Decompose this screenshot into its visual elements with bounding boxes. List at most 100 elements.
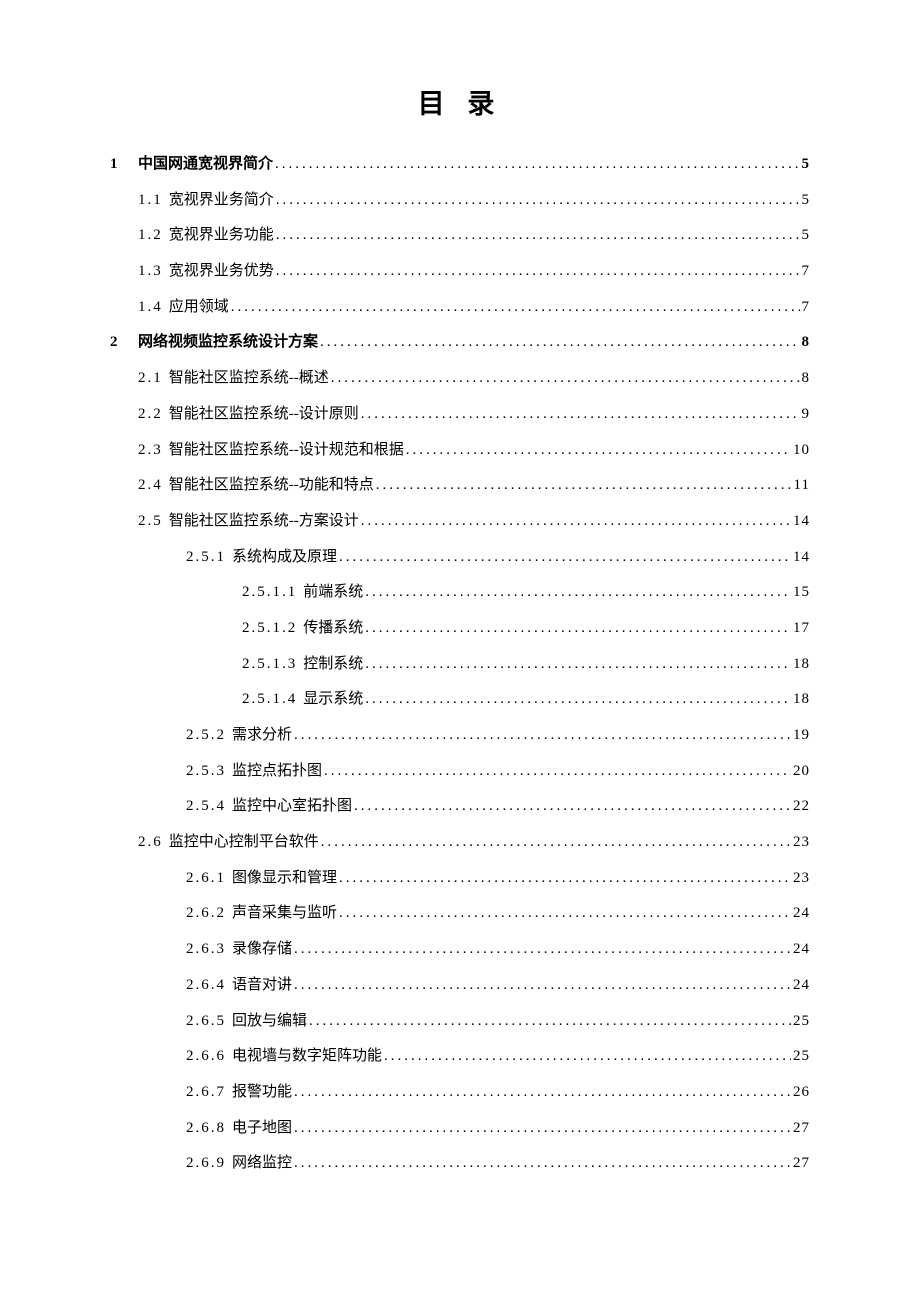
toc-leader-dots (309, 1004, 791, 1040)
toc-entry-number: 2.5.2 (186, 718, 226, 754)
toc-entry-number: 2.6.8 (186, 1111, 226, 1147)
toc-entry-number: 2.2 (138, 397, 163, 433)
toc-entry-title: 语音对讲 (232, 968, 292, 1004)
toc-entry-number: 2.1 (138, 361, 163, 397)
toc-leader-dots (406, 433, 791, 469)
toc-entry-title: 网络监控 (232, 1146, 292, 1182)
toc-entry-title: 中国网通宽视界简介 (138, 147, 273, 183)
toc-entry-title: 智能社区监控系统--概述 (169, 361, 329, 397)
toc-leader-dots (275, 147, 799, 183)
toc-entry-number: 2.5.1.3 (242, 647, 297, 683)
toc-entry-title: 录像存储 (232, 932, 292, 968)
toc-entry-title: 控制系统 (303, 647, 363, 683)
toc-entry-title: 需求分析 (232, 718, 292, 754)
toc-entry-title: 宽视界业务优势 (169, 254, 274, 290)
toc-entry: 2.6.3录像存储24 (110, 932, 810, 968)
toc-entry-number: 2.5 (138, 504, 163, 540)
toc-page-number: 17 (793, 611, 810, 647)
toc-entry-title: 显示系统 (303, 682, 363, 718)
toc-leader-dots (320, 325, 799, 361)
toc-entry-title: 报警功能 (232, 1075, 292, 1111)
toc-entry: 1.3宽视界业务优势 7 (110, 254, 810, 290)
toc-entry-number: 2.5.1.4 (242, 682, 297, 718)
toc-entry-title: 回放与编辑 (232, 1004, 307, 1040)
toc-entry-title: 系统构成及原理 (232, 540, 337, 576)
toc-leader-dots (361, 397, 800, 433)
toc-entry: 2.5.1.1前端系统15 (110, 575, 810, 611)
toc-page-number: 7 (802, 254, 811, 290)
toc-page-number: 7 (802, 290, 811, 326)
toc-leader-dots (294, 1075, 791, 1111)
toc-entry-number: 2.6.7 (186, 1075, 226, 1111)
toc-entry-title: 宽视界业务功能 (169, 218, 274, 254)
toc-leader-dots (365, 611, 791, 647)
toc-entry-number: 2.6.5 (186, 1004, 226, 1040)
toc-leader-dots (294, 1111, 791, 1147)
toc-entry: 2.5.1.4显示系统18 (110, 682, 810, 718)
toc-entry: 2.5.1.2传播系统17 (110, 611, 810, 647)
toc-leader-dots (321, 825, 791, 861)
toc-page-number: 27 (793, 1146, 810, 1182)
toc-entry-title: 智能社区监控系统--功能和特点 (169, 468, 374, 504)
toc-page-number: 18 (793, 647, 810, 683)
toc-entry-title: 智能社区监控系统--设计原则 (169, 397, 359, 433)
toc-entry-title: 电视墙与数字矩阵功能 (232, 1039, 382, 1075)
toc-entry-title: 图像显示和管理 (232, 861, 337, 897)
toc-entry: 2.3智能社区监控系统--设计规范和根据10 (110, 433, 810, 469)
toc-leader-dots (365, 682, 791, 718)
toc-entry-number: 2.5.4 (186, 789, 226, 825)
toc-entry-title: 前端系统 (303, 575, 363, 611)
toc-entry-number: 2.4 (138, 468, 163, 504)
toc-leader-dots (361, 504, 791, 540)
toc-entry: 1.1宽视界业务简介5 (110, 183, 810, 219)
toc-leader-dots (276, 218, 800, 254)
toc-entry-number: 1.1 (138, 183, 163, 219)
toc-entry-title: 电子地图 (232, 1111, 292, 1147)
toc-entry: 2.6监控中心控制平台软件23 (110, 825, 810, 861)
toc-entry: 2.1智能社区监控系统--概述 8 (110, 361, 810, 397)
toc-entry: 1.4应用领域 7 (110, 290, 810, 326)
toc-page-number: 25 (793, 1039, 810, 1075)
toc-page-number: 14 (793, 504, 810, 540)
toc-leader-dots (324, 754, 791, 790)
toc-entry: 1中国网通宽视界简介5 (110, 147, 810, 183)
toc-page-number: 23 (793, 825, 810, 861)
toc-entry-title: 应用领域 (169, 290, 229, 326)
toc-entry-number: 2.5.1.2 (242, 611, 297, 647)
toc-entry: 2.5.1系统构成及原理14 (110, 540, 810, 576)
table-of-contents: 1中国网通宽视界简介51.1宽视界业务简介51.2宽视界业务功能51.3宽视界业… (110, 147, 810, 1182)
toc-entry: 2.5.1.3控制系统 18 (110, 647, 810, 683)
toc-leader-dots (276, 183, 800, 219)
toc-entry-number: 1.4 (138, 290, 163, 326)
toc-entry-number: 2.5.3 (186, 754, 226, 790)
toc-entry: 2.6.2声音采集与监听24 (110, 896, 810, 932)
toc-entry: 2.6.9网络监控27 (110, 1146, 810, 1182)
toc-page-number: 8 (802, 361, 811, 397)
toc-entry-number: 1.3 (138, 254, 163, 290)
toc-leader-dots (294, 1146, 791, 1182)
toc-page-number: 24 (793, 968, 810, 1004)
toc-entry: 2.5.3监控点拓扑图20 (110, 754, 810, 790)
toc-leader-dots (376, 468, 792, 504)
toc-leader-dots (365, 575, 791, 611)
toc-leader-dots (276, 254, 800, 290)
toc-page-number: 5 (802, 147, 811, 183)
toc-page-number: 15 (793, 575, 810, 611)
toc-entry-title: 声音采集与监听 (232, 896, 337, 932)
toc-page-number: 8 (802, 325, 811, 361)
toc-entry-number: 2.6.1 (186, 861, 226, 897)
toc-entry-title: 监控点拓扑图 (232, 754, 322, 790)
toc-page-number: 24 (793, 896, 810, 932)
toc-page-number: 5 (802, 218, 811, 254)
toc-entry: 2网络视频监控系统设计方案8 (110, 325, 810, 361)
toc-entry-title: 智能社区监控系统--设计规范和根据 (169, 433, 404, 469)
toc-leader-dots (294, 932, 791, 968)
toc-page-number: 14 (793, 540, 810, 576)
toc-entry-title: 网络视频监控系统设计方案 (138, 325, 318, 361)
toc-page-number: 10 (793, 433, 810, 469)
toc-leader-dots (331, 361, 800, 397)
toc-page-number: 22 (793, 789, 810, 825)
toc-entry-title: 监控中心室拓扑图 (232, 789, 352, 825)
toc-entry: 2.6.1图像显示和管理23 (110, 861, 810, 897)
toc-leader-dots (354, 789, 791, 825)
